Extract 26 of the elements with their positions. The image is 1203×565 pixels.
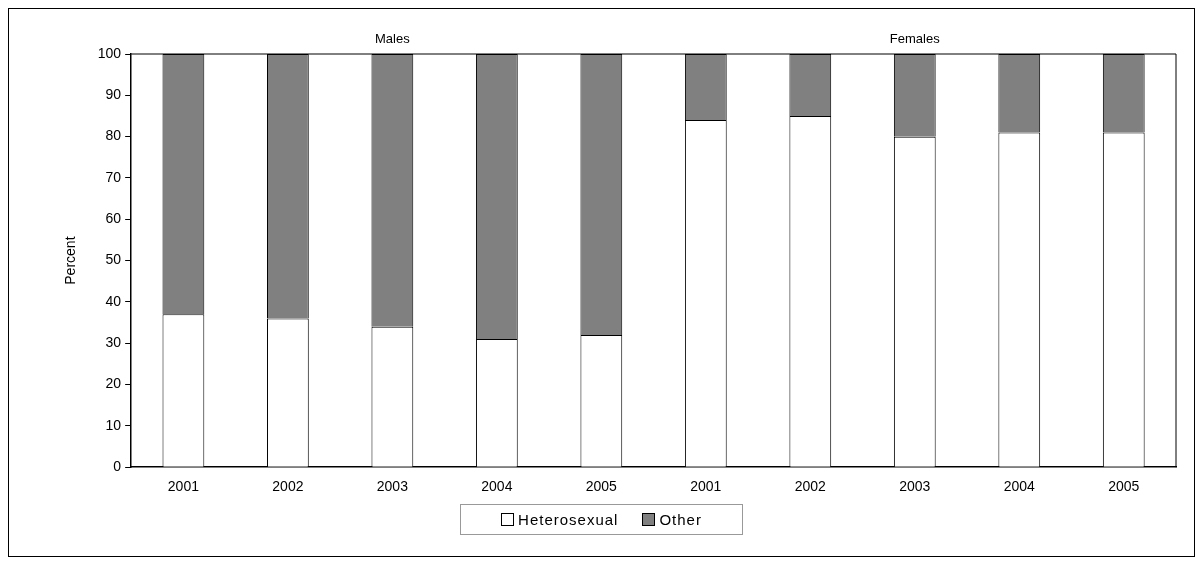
y-tick-label: 50 [105,251,122,268]
x-tick-label: 2004 [1003,478,1036,495]
text: Males [375,31,411,47]
x-tick-label: 2003 [376,478,409,495]
x-tick-label: 2001 [167,478,200,495]
legend-label: Other [659,511,702,528]
y-tick-label: 20 [105,375,122,392]
text: Heterosexual [518,511,619,528]
y-tick-label: 90 [105,86,122,103]
x-tick-label: 2001 [690,478,722,495]
y-tick-label: 60 [105,210,122,227]
x-tick-label: 2005 [585,478,618,495]
x-tick-label: 2005 [1108,478,1140,495]
x-tick-label: 2004 [481,478,513,495]
y-tick-label: 70 [105,168,122,185]
y-tick-label: 80 [105,127,122,144]
text: Females [889,31,941,47]
y-axis-title: Percent [62,236,79,285]
y-tick-label: 0 [113,458,122,475]
y-tick-label: 30 [105,334,122,351]
x-tick-label: 2002 [272,478,304,495]
x-tick-label: 2002 [794,478,827,495]
x-tick-label: 2003 [899,478,931,495]
y-tick-label: 40 [105,292,122,309]
y-tick-label: 10 [105,416,122,433]
y-tick-label: 100 [97,44,122,61]
